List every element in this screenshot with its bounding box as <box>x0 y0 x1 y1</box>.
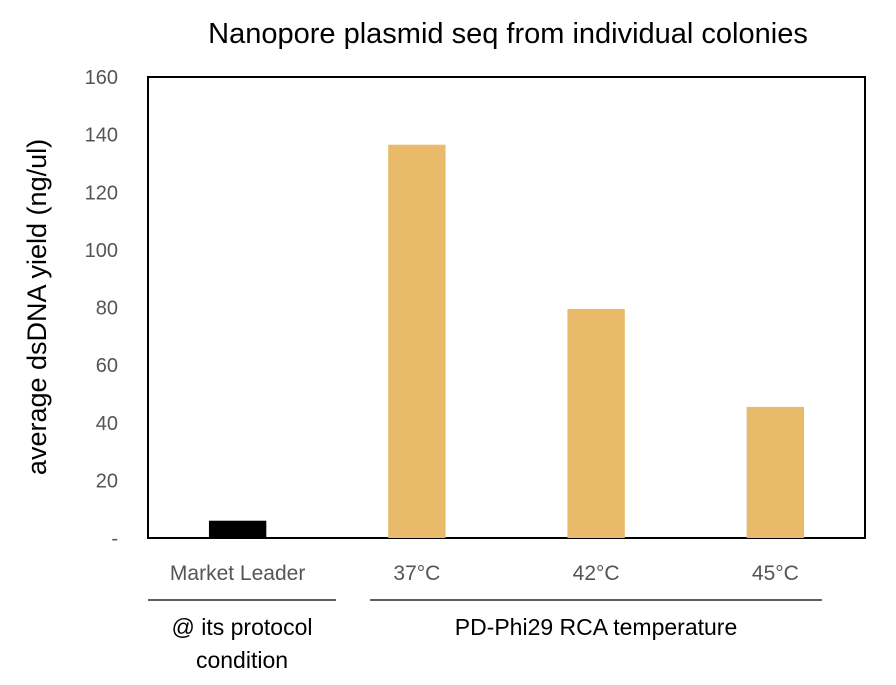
bar <box>208 520 267 538</box>
x-tick-label: Market Leader <box>170 562 305 585</box>
y-tick-label: 120 <box>85 182 118 204</box>
bar <box>746 406 805 538</box>
x-axis-ticks: Market Leader 37°C 42°C 45°C <box>170 562 799 585</box>
plot-frame <box>147 76 866 539</box>
y-tick-label: 60 <box>96 355 118 377</box>
group-label: @ its protocol <box>172 614 313 640</box>
y-tick-label: 40 <box>96 413 118 435</box>
bar <box>567 308 625 538</box>
x-tick-label: 42°C <box>573 562 620 585</box>
y-tick-label: 20 <box>96 470 118 492</box>
group-label: PD-Phi29 RCA temperature <box>455 614 738 640</box>
category-group-labels: @ its protocol condition PD-Phi29 RCA temp… <box>148 599 822 673</box>
group-label: condition <box>196 647 288 673</box>
y-tick-label: 80 <box>96 298 118 320</box>
y-axis-label: average dsDNA yield (ng/ul) <box>22 139 52 475</box>
x-tick-label: 45°C <box>752 562 799 585</box>
y-tick-label: 160 <box>85 67 118 89</box>
x-tick-label: 37°C <box>393 562 440 585</box>
chart-title: Nanopore plasmid seq from individual col… <box>208 18 808 50</box>
y-tick-label: 140 <box>85 125 118 147</box>
bars <box>208 144 805 538</box>
y-tick-label: - <box>111 528 118 550</box>
bar <box>388 144 446 538</box>
y-axis-ticks: - 20 40 60 80 100 120 140 160 <box>85 67 118 550</box>
y-tick-label: 100 <box>85 240 118 262</box>
